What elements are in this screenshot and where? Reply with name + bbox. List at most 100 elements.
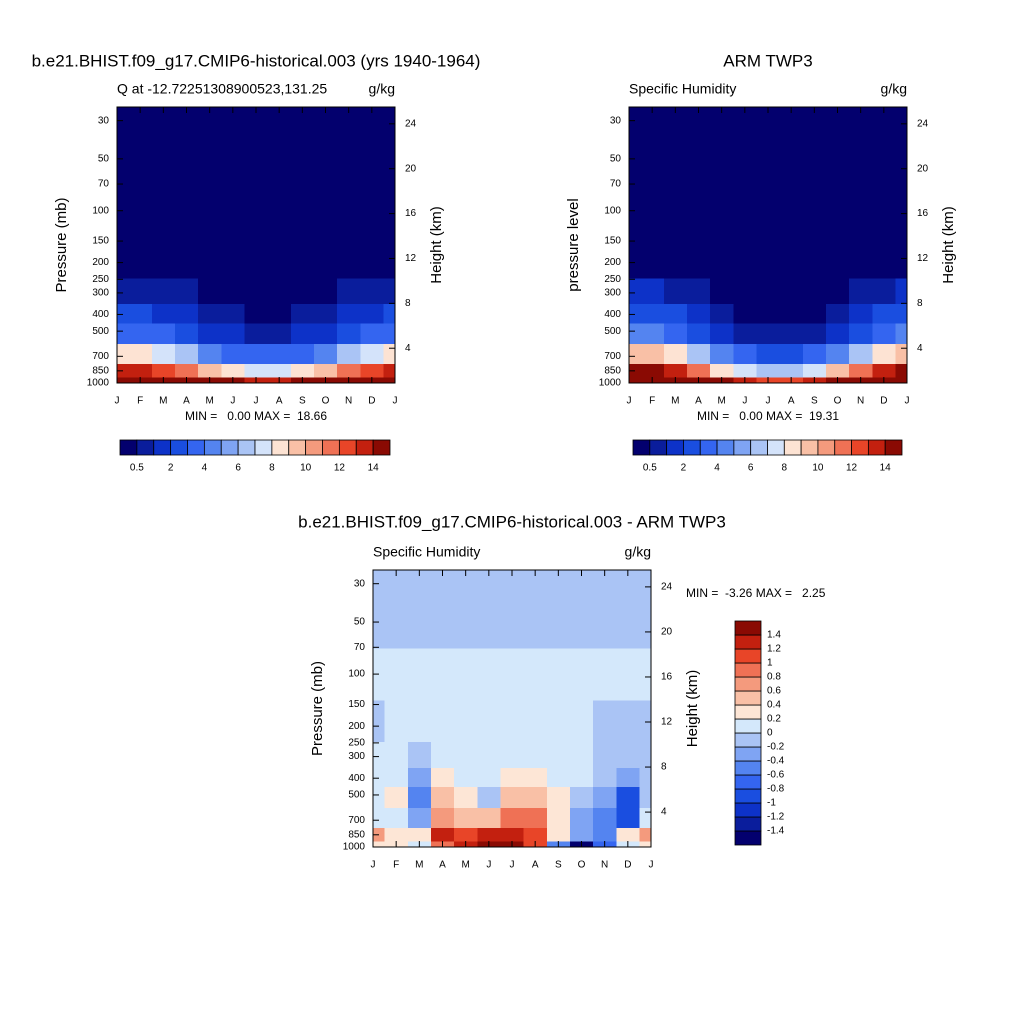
contour-cell	[616, 602, 640, 649]
colorbar-box	[734, 648, 762, 664]
contour-cell	[802, 343, 827, 365]
contour-cell	[407, 700, 432, 742]
contour-cell	[373, 700, 386, 742]
contour-cell	[244, 236, 269, 279]
contour-cell	[384, 741, 409, 768]
chart-title: b.e21.BHIST.f09_g17.CMIP6-historical.003…	[298, 512, 726, 531]
contour-cell	[616, 767, 640, 788]
colorbar-label: 2	[168, 463, 174, 474]
contour-cell	[593, 570, 617, 604]
contour-cell	[640, 322, 665, 345]
y2-tick-label: 24	[405, 118, 417, 129]
left-label: Specific Humidity	[629, 81, 736, 97]
x-tick-label: J	[486, 860, 491, 871]
contour-cell	[733, 363, 757, 378]
contour-cell	[128, 107, 153, 141]
y-tick-label: 30	[610, 115, 622, 126]
colorbar-box	[734, 620, 762, 636]
y2-tick-label: 24	[661, 582, 673, 593]
contour-cell	[198, 184, 222, 238]
contour-cell	[360, 277, 384, 305]
contour-cell	[710, 322, 734, 345]
colorbar-box	[734, 662, 762, 678]
contour-cell	[383, 303, 396, 324]
colorbar-label: 6	[748, 463, 754, 474]
contour-cell	[360, 343, 384, 365]
contour-cell	[151, 139, 176, 186]
contour-cell	[430, 648, 455, 701]
contour-cell	[337, 343, 361, 365]
contour-cell	[117, 277, 130, 305]
contour-cell	[128, 303, 153, 324]
contour-cell	[174, 184, 199, 238]
contour-cell	[872, 303, 896, 324]
x-tick-label: F	[649, 396, 655, 407]
contour-cell	[430, 602, 455, 649]
contour-cell	[616, 807, 640, 829]
contour-cell	[710, 363, 734, 378]
y-tick-label: 50	[610, 154, 622, 165]
contour-cell	[500, 602, 525, 649]
colorbar-box	[683, 439, 701, 456]
contour-cell	[616, 741, 640, 768]
x-tick-label: O	[322, 396, 330, 407]
contour-cell	[523, 786, 548, 809]
contour-cell	[360, 363, 384, 378]
contour-cell	[569, 648, 594, 701]
contour-cell	[593, 741, 617, 768]
y-tick-label: 700	[604, 351, 621, 362]
y-tick-label: 100	[604, 205, 621, 216]
contour-cell	[337, 184, 361, 238]
contour-cell	[640, 277, 665, 305]
contour-cell	[244, 277, 269, 305]
contour-cell	[756, 277, 781, 305]
contour-cell	[825, 277, 850, 305]
contour-cell	[849, 107, 873, 141]
contour-cell	[779, 139, 804, 186]
colorbar-label: 0.6	[767, 686, 781, 697]
y-tick-label: 150	[348, 699, 365, 710]
contour-cell	[117, 107, 130, 141]
x-tick-label: J	[742, 396, 747, 407]
contour-cell	[174, 343, 199, 365]
colorbar-label: 4	[202, 463, 208, 474]
contour-cell	[117, 363, 130, 378]
contour-cell	[117, 184, 130, 238]
x-tick-label: J	[627, 396, 632, 407]
contour-cell	[849, 184, 873, 238]
x-tick-label: J	[649, 860, 654, 871]
y-tick-label: 1000	[87, 378, 110, 389]
contour-cell	[639, 840, 652, 848]
contour-cell	[477, 700, 501, 742]
contour-cell	[384, 648, 409, 701]
contour-cell	[360, 139, 384, 186]
contour-cell	[198, 343, 222, 365]
contour-cell	[313, 343, 338, 365]
contour-cell	[779, 277, 804, 305]
contour-cell	[373, 786, 386, 809]
colorbar-box	[220, 439, 239, 456]
contour-cell	[825, 107, 850, 141]
contour-cell	[663, 322, 688, 345]
contour-cell	[174, 363, 199, 378]
colorbar-box	[649, 439, 668, 456]
colorbar-box	[153, 439, 172, 456]
colorbar-label: 0.4	[767, 700, 781, 711]
contour-cell	[477, 602, 501, 649]
y-axis-label: Pressure (mb)	[309, 661, 326, 756]
colorbar-box	[716, 439, 735, 456]
contour-cell	[569, 741, 594, 768]
y2-axis-label: Height (km)	[684, 670, 701, 748]
x-tick-label: M	[717, 396, 725, 407]
contour-cell	[733, 277, 757, 305]
contour-cell	[895, 363, 908, 378]
contour-cell	[629, 107, 642, 141]
contour-cell	[825, 303, 850, 324]
y-tick-label: 70	[610, 179, 622, 190]
contour-cell	[117, 376, 130, 384]
contour-cell	[663, 303, 688, 324]
contour-cell	[384, 786, 409, 809]
contour-cell	[895, 184, 908, 238]
y2-tick-label: 4	[661, 807, 667, 818]
contour-cell	[500, 807, 525, 829]
